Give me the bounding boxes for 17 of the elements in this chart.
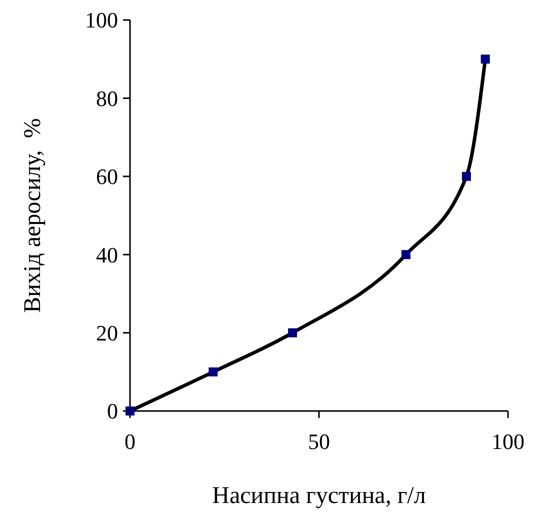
y-tick-label: 80 [96,86,118,111]
point [480,54,490,64]
y-tick-label: 100 [85,8,118,33]
point [288,328,298,338]
x-tick-label: 50 [308,429,330,454]
x-tick-label: 100 [492,429,524,454]
y-tick-label: 40 [96,242,118,268]
point [462,172,471,181]
y-tick-label: 60 [96,164,118,190]
x-axis-title: Насипна густина, г/л [212,483,426,509]
point [401,250,410,260]
y-tick-label: 20 [96,320,118,346]
y-axis-title: Вихід аеросилу, % [20,118,46,313]
point [126,406,134,416]
x-tick-label: 0 [124,429,136,454]
y-tick-label: 0 [107,398,118,424]
point [208,367,218,376]
